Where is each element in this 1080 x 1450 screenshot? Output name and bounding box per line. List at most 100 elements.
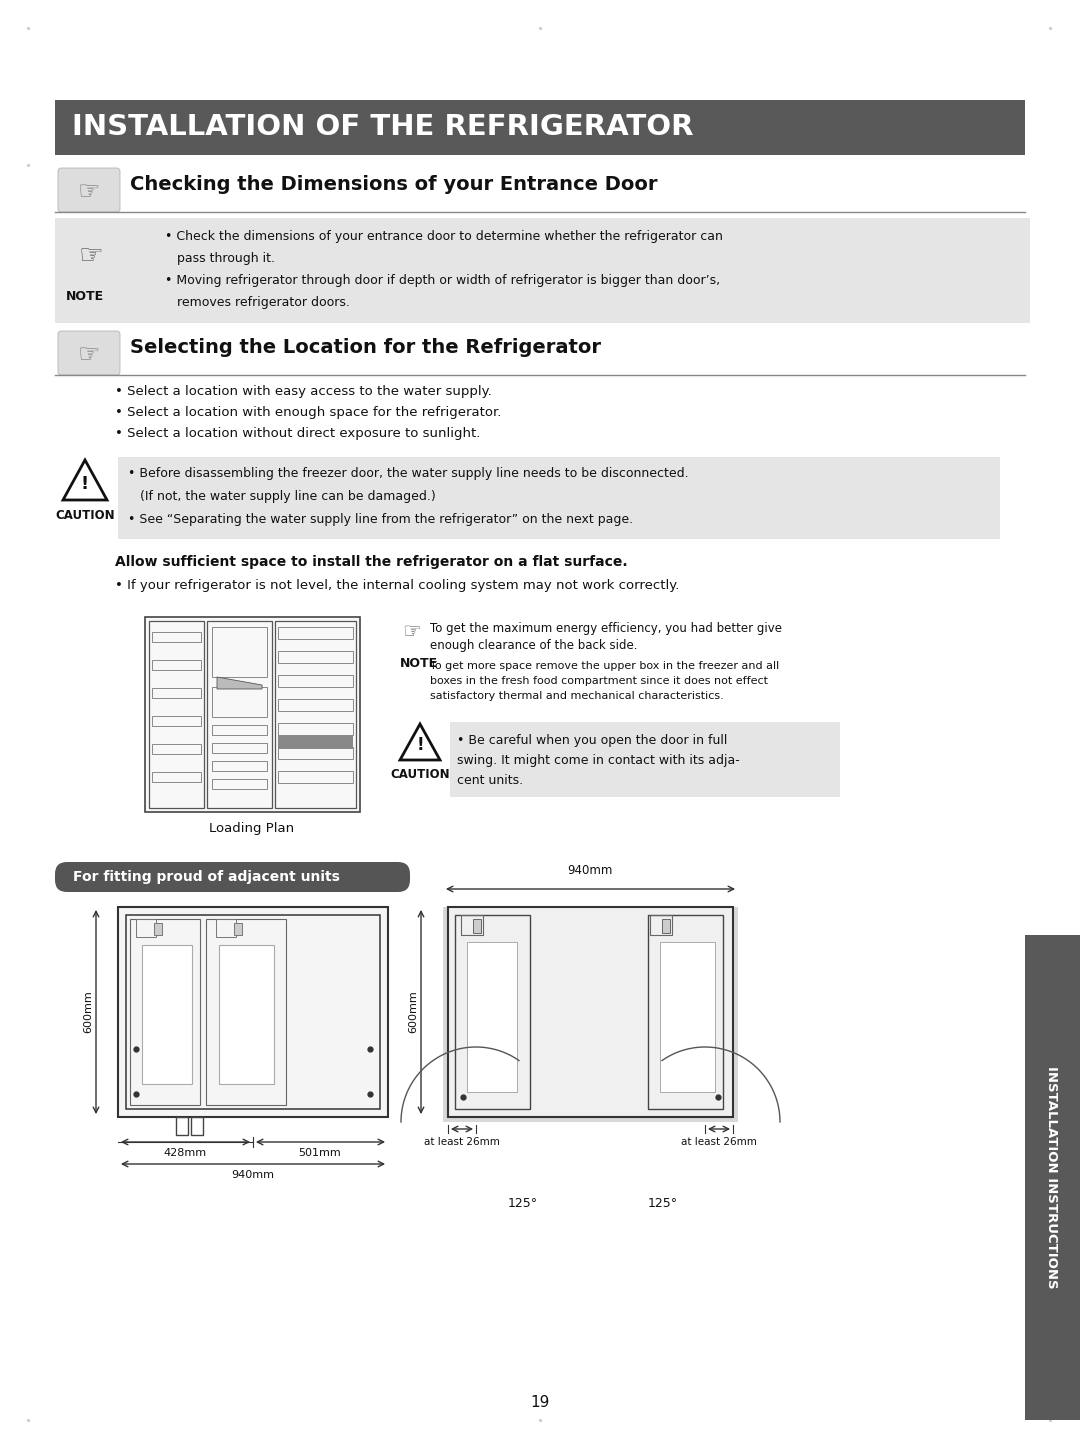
Text: • See “Separating the water supply line from the refrigerator” on the next page.: • See “Separating the water supply line … xyxy=(129,513,633,526)
Text: • Before disassembling the freezer door, the water supply line needs to be disco: • Before disassembling the freezer door,… xyxy=(129,467,689,480)
Text: • Moving refrigerator through door if depth or width of refrigerator is bigger t: • Moving refrigerator through door if de… xyxy=(165,274,720,287)
Bar xyxy=(149,621,204,808)
Text: satisfactory thermal and mechanical characteristics.: satisfactory thermal and mechanical char… xyxy=(430,692,724,700)
Bar xyxy=(278,699,353,710)
Text: 125°: 125° xyxy=(648,1198,678,1209)
Text: NOTE: NOTE xyxy=(400,657,438,670)
Text: 19: 19 xyxy=(530,1395,550,1409)
Bar xyxy=(461,915,483,935)
Text: !: ! xyxy=(81,476,89,493)
Bar xyxy=(154,924,162,935)
Bar xyxy=(152,660,201,670)
Bar xyxy=(278,626,353,639)
Text: 600mm: 600mm xyxy=(408,990,418,1034)
Bar xyxy=(176,1116,188,1135)
Bar xyxy=(278,747,353,758)
Bar xyxy=(278,735,353,750)
Text: 428mm: 428mm xyxy=(163,1148,206,1159)
Bar xyxy=(212,779,267,789)
Bar xyxy=(55,100,1025,155)
Bar xyxy=(118,908,388,1116)
Bar xyxy=(216,919,237,937)
Bar xyxy=(55,218,1030,323)
Text: For fitting proud of adjacent units: For fitting proud of adjacent units xyxy=(73,870,340,884)
Bar xyxy=(662,919,670,932)
FancyBboxPatch shape xyxy=(58,331,120,376)
Text: To get more space remove the upper box in the freezer and all: To get more space remove the upper box i… xyxy=(430,661,780,671)
Bar xyxy=(152,771,201,782)
Bar xyxy=(206,919,286,1105)
Bar xyxy=(448,908,733,1116)
Bar xyxy=(278,676,353,687)
Text: Selecting the Location for the Refrigerator: Selecting the Location for the Refrigera… xyxy=(130,338,600,357)
Bar xyxy=(130,919,200,1105)
FancyBboxPatch shape xyxy=(55,861,410,892)
Text: Loading Plan: Loading Plan xyxy=(210,822,295,835)
Text: removes refrigerator doors.: removes refrigerator doors. xyxy=(165,296,350,309)
Text: INSTALLATION INSTRUCTIONS: INSTALLATION INSTRUCTIONS xyxy=(1045,1066,1058,1288)
Bar xyxy=(152,687,201,697)
Text: 125°: 125° xyxy=(508,1198,538,1209)
Bar xyxy=(660,942,715,1092)
Bar xyxy=(473,919,481,932)
Text: !: ! xyxy=(416,737,423,754)
Text: ☞: ☞ xyxy=(402,622,421,642)
Bar xyxy=(455,915,530,1109)
Text: • Select a location with easy access to the water supply.: • Select a location with easy access to … xyxy=(114,386,491,397)
Text: at least 26mm: at least 26mm xyxy=(424,1137,500,1147)
Bar xyxy=(136,919,156,937)
Bar xyxy=(212,626,267,677)
Bar xyxy=(648,915,723,1109)
Text: • If your refrigerator is not level, the internal cooling system may not work co: • If your refrigerator is not level, the… xyxy=(114,579,679,592)
Bar xyxy=(191,1116,203,1135)
Bar xyxy=(212,687,267,716)
Polygon shape xyxy=(217,677,262,689)
Bar xyxy=(278,724,353,735)
Bar xyxy=(467,942,517,1092)
Text: 940mm: 940mm xyxy=(231,1170,274,1180)
Text: ☞: ☞ xyxy=(78,344,100,367)
Text: pass through it.: pass through it. xyxy=(165,252,275,265)
Text: (If not, the water supply line can be damaged.): (If not, the water supply line can be da… xyxy=(129,490,435,503)
Text: ☞: ☞ xyxy=(79,242,104,270)
FancyBboxPatch shape xyxy=(58,168,120,212)
Text: Allow sufficient space to install the refrigerator on a flat surface.: Allow sufficient space to install the re… xyxy=(114,555,627,568)
Text: 940mm: 940mm xyxy=(567,864,612,877)
Text: cent units.: cent units. xyxy=(457,774,523,787)
Bar xyxy=(278,771,353,783)
Text: Checking the Dimensions of your Entrance Door: Checking the Dimensions of your Entrance… xyxy=(130,175,658,194)
Bar xyxy=(118,457,1000,539)
Bar xyxy=(141,945,192,1085)
Text: • Check the dimensions of your entrance door to determine whether the refrigerat: • Check the dimensions of your entrance … xyxy=(165,231,723,244)
Text: • Be careful when you open the door in full: • Be careful when you open the door in f… xyxy=(457,734,727,747)
Bar xyxy=(207,621,272,808)
Text: boxes in the fresh food compartment since it does not effect: boxes in the fresh food compartment sinc… xyxy=(430,676,768,686)
Text: 501mm: 501mm xyxy=(299,1148,341,1159)
Text: NOTE: NOTE xyxy=(66,290,104,303)
Text: INSTALLATION OF THE REFRIGERATOR: INSTALLATION OF THE REFRIGERATOR xyxy=(72,113,693,141)
Text: 600mm: 600mm xyxy=(83,990,93,1034)
Text: CAUTION: CAUTION xyxy=(55,509,114,522)
Bar xyxy=(650,915,672,935)
Text: • Select a location with enough space for the refrigerator.: • Select a location with enough space fo… xyxy=(114,406,501,419)
Bar xyxy=(152,744,201,754)
Bar xyxy=(450,722,840,798)
Bar xyxy=(212,742,267,753)
Bar xyxy=(275,621,356,808)
Bar xyxy=(234,924,242,935)
Bar xyxy=(278,651,353,663)
Bar xyxy=(443,908,738,1122)
Bar xyxy=(152,632,201,642)
Bar xyxy=(212,761,267,771)
Bar xyxy=(212,725,267,735)
Bar xyxy=(152,716,201,726)
Bar xyxy=(1025,935,1080,1420)
Bar xyxy=(219,945,274,1085)
Text: swing. It might come in contact with its adja-: swing. It might come in contact with its… xyxy=(457,754,740,767)
Text: To get the maximum energy efficiency, you had better give: To get the maximum energy efficiency, yo… xyxy=(430,622,782,635)
Text: ☞: ☞ xyxy=(78,180,100,204)
Text: enough clearance of the back side.: enough clearance of the back side. xyxy=(430,639,637,652)
Bar xyxy=(126,915,380,1109)
Text: at least 26mm: at least 26mm xyxy=(681,1137,757,1147)
Text: • Select a location without direct exposure to sunlight.: • Select a location without direct expos… xyxy=(114,426,481,439)
